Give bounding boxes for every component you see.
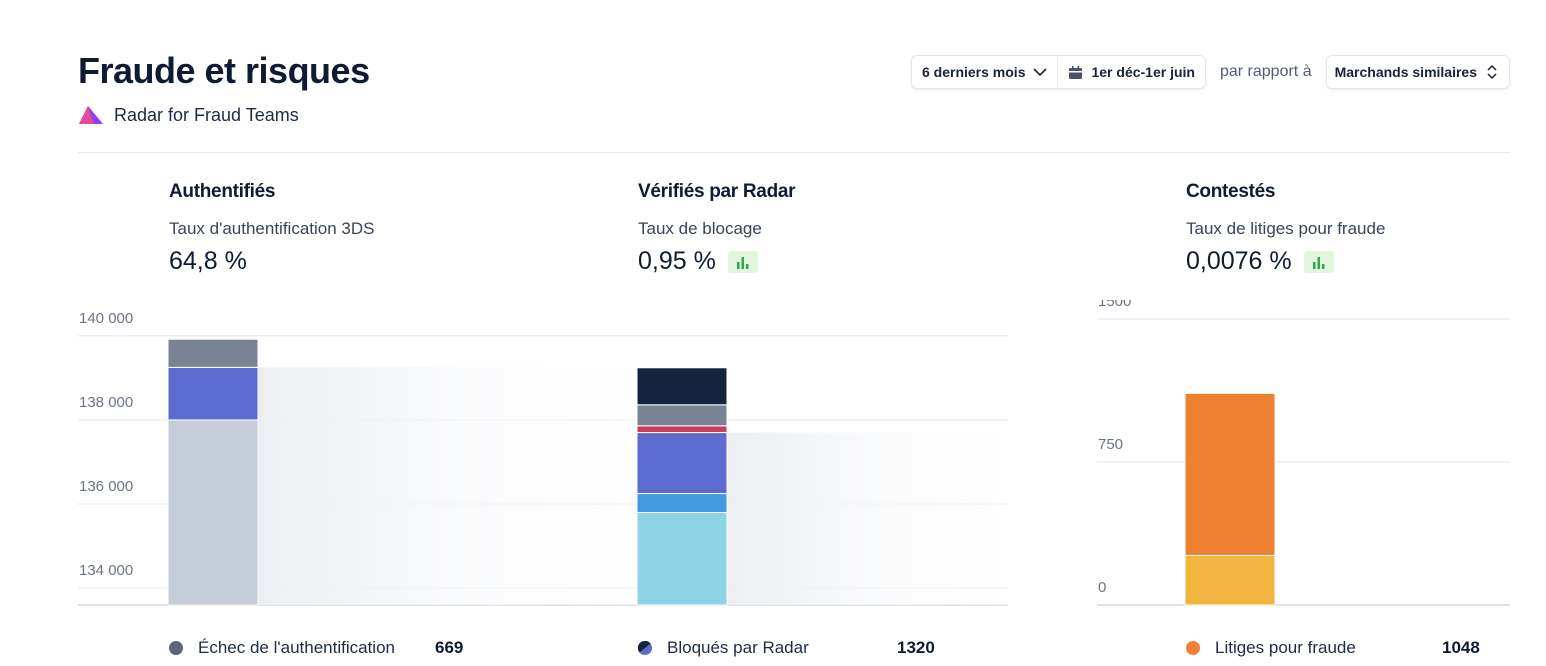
page-title: Fraude et risques xyxy=(78,50,370,91)
chevron-down-icon xyxy=(1033,68,1048,77)
legend-value: 1320 xyxy=(897,638,935,657)
metric-label-blocage: Taux de blocage xyxy=(638,219,762,238)
legend-value: 1048 xyxy=(1442,638,1480,657)
range-label: 6 derniers mois xyxy=(921,64,1026,80)
legend-label: Bloqués par Radar xyxy=(667,638,809,657)
compare-text: par rapport à xyxy=(1219,63,1312,80)
metric-value-text: 0,95 % xyxy=(638,247,716,275)
legend-item-litiges: Litiges pour fraude 1048 xyxy=(1186,638,1480,658)
fraud-charts: 140 000 138 000 136 000 134 000 1500 750 0 xyxy=(78,300,1510,606)
compare-select-value: Marchands similaires xyxy=(1334,64,1477,80)
bar-segment xyxy=(636,493,728,513)
metric-label-authentification: Taux d'authentification 3DS xyxy=(169,219,375,238)
legend-item-echec: Échec de l'authentification 669 xyxy=(169,638,463,658)
compare-select[interactable]: Marchands similaires xyxy=(1325,55,1510,89)
section-title-authentifies: Authentifiés xyxy=(169,181,276,202)
bar-segment xyxy=(1184,554,1276,606)
bar-segment xyxy=(1184,392,1276,556)
legend-label: Échec de l'authentification xyxy=(198,638,395,657)
y-tick-label: 138 000 xyxy=(79,394,133,411)
calendar-icon xyxy=(1069,65,1083,79)
y-tick-label: 0 xyxy=(1098,579,1106,596)
metric-value-text: 0,0076 % xyxy=(1186,247,1292,275)
section-title-contestes: Contestés xyxy=(1186,181,1276,202)
bar-segment xyxy=(636,432,728,495)
flow-band xyxy=(727,432,1008,605)
date-controls: 6 derniers mois 1er déc-1er juin par rap… xyxy=(910,55,1510,89)
bar-segment xyxy=(167,338,259,368)
product-name: Radar for Fraud Teams xyxy=(114,104,299,125)
bar-segment xyxy=(636,511,728,606)
benchmark-chart-icon[interactable] xyxy=(1303,250,1334,273)
benchmark-chart-icon[interactable] xyxy=(727,250,758,273)
header-divider xyxy=(78,152,1510,153)
metric-value-authentification: 64,8 % xyxy=(169,247,247,276)
y-tick-label: 136 000 xyxy=(79,478,133,495)
metric-value-litiges: 0,0076 % xyxy=(1186,247,1334,276)
chevron-up-down-icon xyxy=(1487,64,1497,80)
legend-item-bloques: Bloqués par Radar 1320 xyxy=(638,638,935,658)
y-tick-label: 134 000 xyxy=(79,562,133,579)
date-range-group: 6 derniers mois 1er déc-1er juin xyxy=(910,55,1206,89)
legend-dot xyxy=(169,641,183,655)
bar-segment xyxy=(636,404,728,427)
y-tick-label: 1500 xyxy=(1098,300,1131,310)
bar-segment xyxy=(636,367,728,406)
legend-dot xyxy=(638,641,652,655)
range-dropdown-button[interactable]: 6 derniers mois xyxy=(912,56,1058,88)
legend-dot xyxy=(1186,641,1200,655)
date-picker-button[interactable]: 1er déc-1er juin xyxy=(1057,56,1205,88)
radar-logo-icon xyxy=(79,106,103,124)
legend-label: Litiges pour fraude xyxy=(1215,638,1356,657)
y-tick-label: 750 xyxy=(1098,436,1123,453)
metric-value-blocage: 0,95 % xyxy=(638,247,758,276)
date-label: 1er déc-1er juin xyxy=(1091,64,1195,80)
section-title-verifies: Vérifiés par Radar xyxy=(638,181,796,202)
bar-segment xyxy=(167,366,259,421)
legend-value: 669 xyxy=(435,638,464,657)
bar-segment xyxy=(636,425,728,434)
metric-value-text: 64,8 % xyxy=(169,247,247,275)
flow-band xyxy=(258,367,637,605)
product-subtitle: Radar for Fraud Teams xyxy=(78,104,299,126)
y-tick-label: 140 000 xyxy=(79,310,133,327)
bar-segment xyxy=(167,419,259,606)
metric-label-litiges: Taux de litiges pour fraude xyxy=(1186,219,1386,238)
